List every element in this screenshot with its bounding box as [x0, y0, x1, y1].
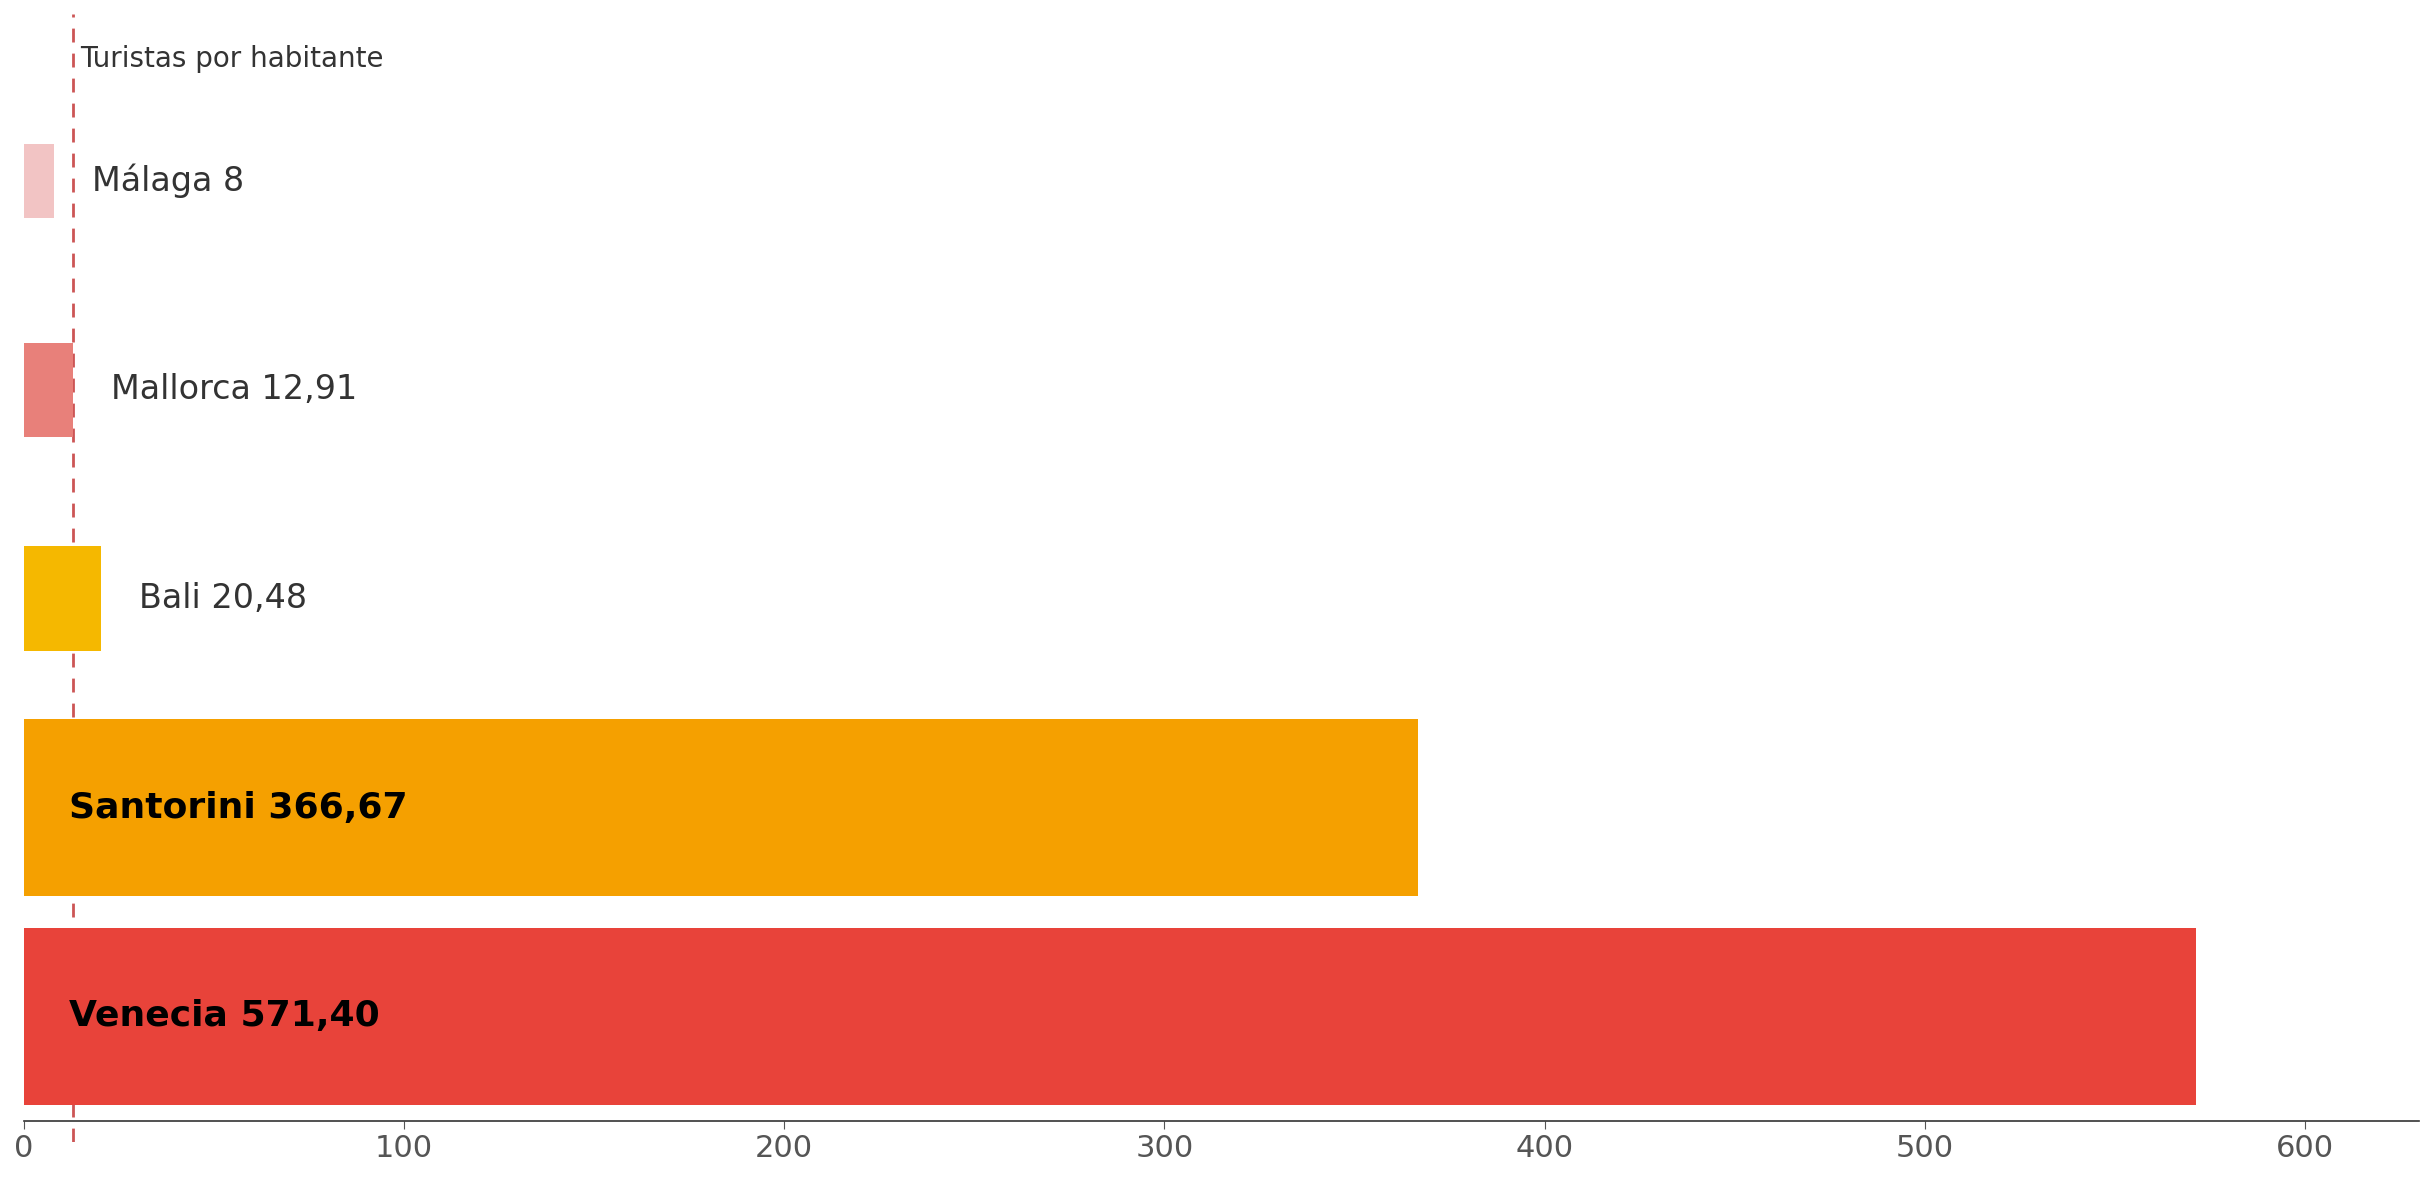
Text: Venecia 571,40: Venecia 571,40 [68, 999, 380, 1033]
Bar [24, 547, 102, 651]
Bar [24, 927, 2197, 1105]
Text: Santorini 366,67: Santorini 366,67 [68, 790, 409, 824]
Bar [24, 719, 1418, 896]
Text: Mallorca 12,91: Mallorca 12,91 [109, 373, 358, 406]
Bar [24, 342, 73, 437]
Text: Turistas por habitante: Turistas por habitante [80, 45, 384, 73]
Text: Málaga 8: Málaga 8 [92, 164, 243, 198]
Text: Bali 20,48: Bali 20,48 [139, 582, 307, 615]
Bar [24, 144, 54, 217]
